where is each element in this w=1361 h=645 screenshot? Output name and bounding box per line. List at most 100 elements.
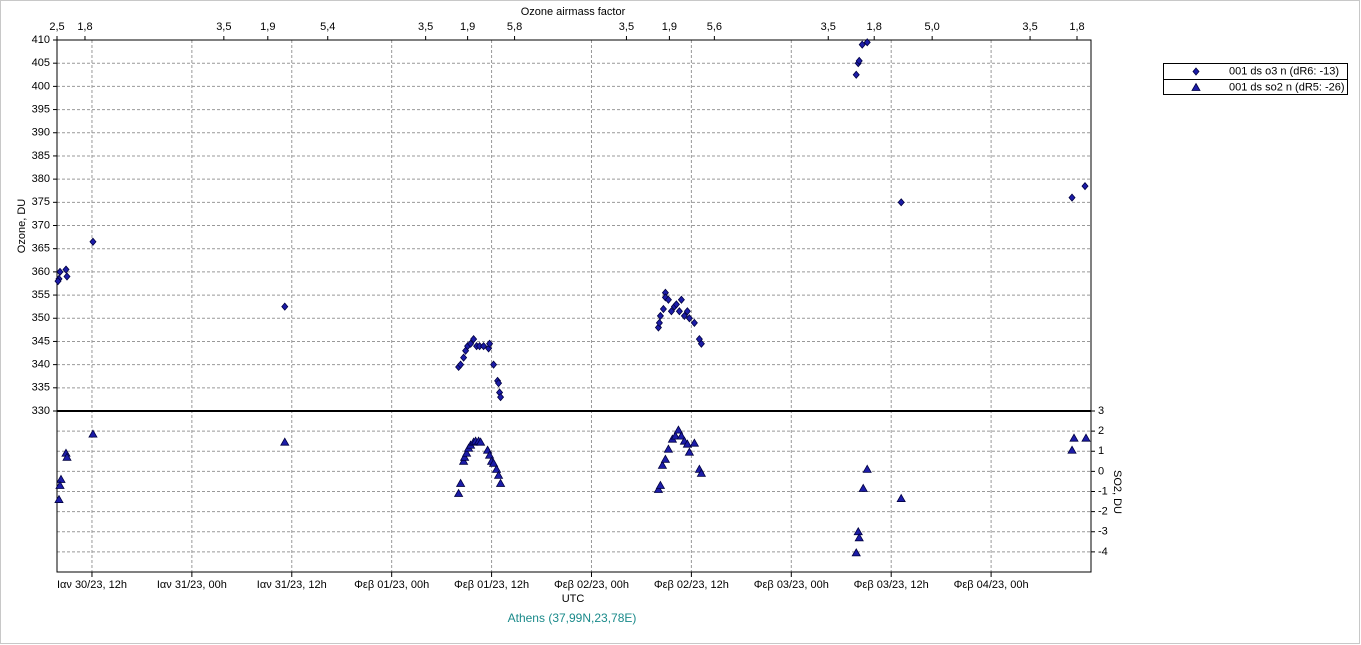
x-tick-label: Φεβ 01/23, 00h	[354, 579, 429, 591]
diamond-marker	[56, 267, 64, 276]
x2-tick-label: 3,5	[418, 21, 433, 33]
triangle-marker	[1069, 433, 1079, 442]
triangle-marker	[475, 437, 486, 446]
diamond-marker	[490, 360, 498, 369]
y-tick-label: 395	[32, 103, 50, 115]
triangle-marker	[696, 468, 707, 477]
x-tick-label: Φεβ 04/23, 00h	[954, 579, 1029, 591]
diamond-marker	[656, 311, 664, 321]
x-tick-label: Φεβ 03/23, 12h	[854, 579, 929, 591]
triangle-marker	[655, 480, 666, 489]
triangle-marker	[673, 425, 684, 434]
x-tick-label: Φεβ 01/23, 12h	[454, 579, 529, 591]
triangle-marker	[676, 431, 687, 440]
x2-tick-label: 3,5	[216, 21, 231, 33]
x2-tick-label: 5,4	[320, 21, 335, 33]
diamond-marker	[281, 302, 289, 311]
triangle-marker	[280, 437, 290, 446]
x2-tick-label: 3,5	[1022, 21, 1037, 33]
x2-tick-label: 1,9	[460, 21, 475, 33]
diamond-marker	[855, 56, 863, 65]
diamond-marker	[664, 295, 672, 304]
diamond-marker	[1068, 193, 1076, 202]
diamond-marker	[852, 70, 860, 79]
diamond-marker	[655, 318, 663, 328]
diamond-marker	[677, 295, 685, 304]
x-tick-label: Ιαν 31/23, 00h	[157, 579, 227, 591]
triangle-marker	[689, 438, 700, 447]
y2-tick-label: -1	[1098, 485, 1108, 497]
diamond-marker	[897, 198, 905, 207]
x-tick-label: Ιαν 30/23, 12h	[57, 579, 127, 591]
triangle-marker	[453, 488, 464, 497]
caption: Athens (37,99N,23,78E)	[508, 611, 637, 625]
x2-tick-label: 1,8	[1069, 21, 1084, 33]
x2-tick-label: 1,9	[662, 21, 677, 33]
y2-tick-label: 3	[1098, 405, 1104, 417]
diamond-marker	[470, 335, 478, 344]
x-tick-label: Φεβ 02/23, 12h	[654, 579, 729, 591]
diamond-marker	[685, 314, 693, 323]
diamond-marker	[89, 237, 97, 246]
triangle-marker	[62, 452, 72, 461]
y2-tick-label: 2	[1098, 425, 1104, 437]
diamond-marker	[457, 360, 465, 369]
triangle-marker	[458, 456, 469, 465]
plot-frame	[56, 39, 1092, 573]
triangle-marker	[851, 548, 861, 557]
x2-tick-label: 1,8	[77, 21, 92, 33]
diamond-marker	[680, 311, 688, 321]
triangle-marker	[1067, 445, 1077, 454]
triangle-marker	[858, 483, 868, 492]
triangle-marker	[54, 494, 64, 503]
diamond-marker	[863, 38, 871, 47]
y2-axis-title: SO2, DU	[1111, 470, 1123, 514]
y-tick-label: 345	[32, 335, 50, 347]
triangle-marker	[663, 444, 674, 453]
triangle-marker	[493, 470, 504, 479]
diamond-marker	[460, 353, 468, 362]
diamond-marker	[661, 293, 669, 302]
diamond-marker	[54, 277, 62, 286]
diamond-marker	[63, 272, 71, 281]
x2-tick-label: 1,8	[867, 21, 882, 33]
triangle-marker	[459, 452, 470, 461]
triangle-marker	[495, 478, 506, 487]
triangle-marker	[854, 532, 864, 542]
y-tick-label: 340	[32, 359, 50, 371]
x2-tick-label: 2,5	[49, 21, 64, 33]
y2-tick-label: -3	[1098, 526, 1108, 538]
y2-tick-label: 1	[1098, 445, 1104, 457]
x2-tick-label: 5,6	[707, 21, 722, 33]
diamond-marker	[690, 318, 698, 328]
diamond-marker	[675, 307, 683, 316]
y-axis-title: Ozone, DU	[16, 199, 28, 253]
y-tick-label: 330	[32, 405, 50, 417]
y2-tick-label: -2	[1098, 506, 1108, 518]
legend-marker	[1191, 82, 1201, 91]
diamond-marker	[1081, 181, 1089, 191]
y-tick-label: 390	[32, 127, 50, 139]
diamond-marker	[697, 339, 705, 348]
x2-axis-title: Ozone airmass factor	[521, 6, 626, 18]
triangle-marker	[461, 448, 472, 457]
triangle-marker	[653, 484, 664, 493]
triangle-marker	[1081, 433, 1091, 442]
diamond-marker	[683, 307, 691, 316]
legend-label: 001 ds o3 n (dR6: -13)	[1229, 65, 1339, 77]
diamond-marker	[858, 40, 866, 49]
triangle-marker	[684, 447, 695, 456]
diamond-marker	[672, 300, 680, 309]
y-tick-label: 360	[32, 266, 50, 278]
triangle-marker	[682, 439, 693, 448]
y-tick-label: 335	[32, 382, 50, 394]
triangle-marker	[896, 493, 906, 502]
legend-label: 001 ds so2 n (dR5: -26)	[1229, 81, 1345, 93]
legend-marker	[1192, 67, 1200, 76]
triangle-marker	[55, 480, 65, 489]
diamond-marker	[497, 392, 505, 402]
y-tick-label: 370	[32, 219, 50, 231]
x-tick-label: Ιαν 31/23, 12h	[257, 579, 327, 591]
